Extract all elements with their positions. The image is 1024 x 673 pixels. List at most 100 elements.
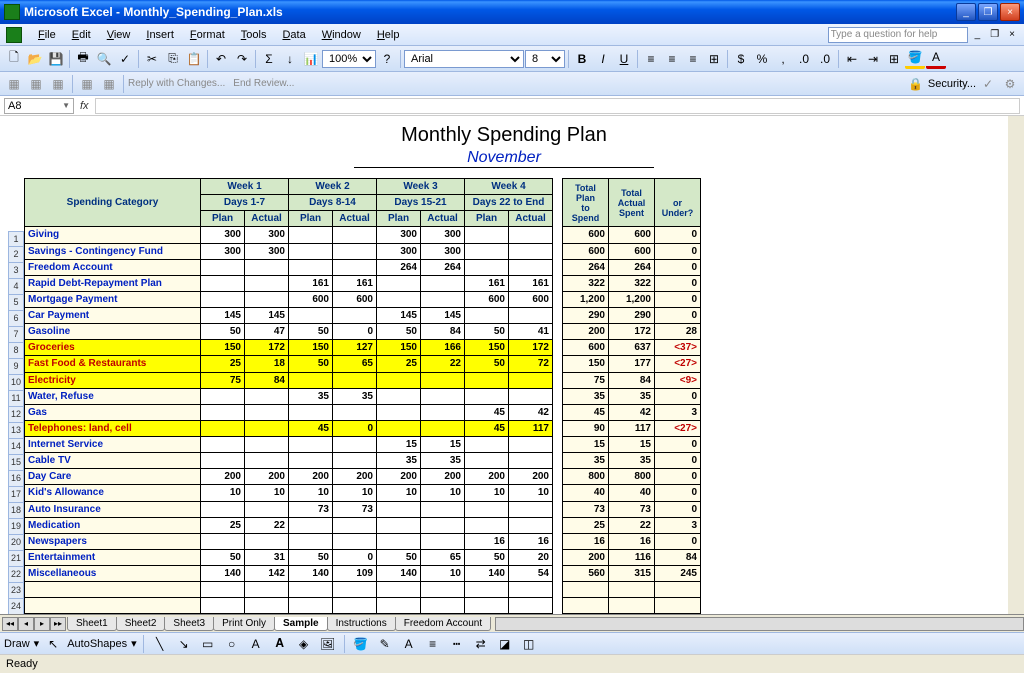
tab-next-button[interactable]: ▸ [34,617,50,631]
menu-insert[interactable]: Insert [138,27,182,43]
print-icon[interactable]: 🖶 [73,49,93,69]
fill-icon[interactable]: 🪣 [351,634,371,654]
row-header[interactable]: 9 [8,359,24,375]
new-icon[interactable]: 🗋 [4,49,24,69]
cut-icon[interactable]: ✂ [142,49,162,69]
draw-menu[interactable]: Draw [4,638,30,650]
paste-icon[interactable]: 📋 [184,49,204,69]
tab-first-button[interactable]: ◂◂ [2,617,18,631]
copy-icon[interactable]: ⎘ [163,49,183,69]
borders-icon[interactable]: ⊞ [884,49,904,69]
row-header[interactable]: 7 [8,327,24,343]
arrow-icon[interactable]: ↘ [174,634,194,654]
underline-button[interactable]: U [614,49,634,69]
italic-button[interactable]: I [593,49,613,69]
menu-edit[interactable]: Edit [64,27,99,43]
select-icon[interactable]: ↖ [43,634,63,654]
merge-icon[interactable]: ⊞ [704,49,724,69]
dec-decimal-icon[interactable]: .0 [815,49,835,69]
comma-icon[interactable]: , [773,49,793,69]
font-color-icon[interactable]: A [399,634,419,654]
row-header[interactable]: 21 [8,551,24,567]
save-icon[interactable]: 💾 [46,49,66,69]
sheet-tab-sheet3[interactable]: Sheet3 [164,617,214,631]
menu-format[interactable]: Format [182,27,233,43]
clipart-icon[interactable]: 🖼 [318,634,338,654]
fx-icon[interactable]: fx [80,100,89,112]
fontsize-select[interactable]: 8 [525,50,565,68]
textbox-icon[interactable]: A [246,634,266,654]
help-search[interactable] [828,27,968,43]
undo-icon[interactable]: ↶ [211,49,231,69]
row-header[interactable]: 17 [8,487,24,503]
row-header[interactable]: 5 [8,295,24,311]
row-header[interactable]: 15 [8,455,24,471]
font-select[interactable]: Arial [404,50,524,68]
tb2-icon[interactable]: ✓ [978,74,998,94]
sort-icon[interactable]: ↓ [280,49,300,69]
row-header[interactable]: 6 [8,311,24,327]
redo-icon[interactable]: ↷ [232,49,252,69]
row-header[interactable]: 24 [8,599,24,614]
doc-minimize-button[interactable]: _ [972,29,984,40]
diagram-icon[interactable]: ◈ [294,634,314,654]
tb2-icon[interactable]: ▦ [99,74,119,94]
zoom-select[interactable]: 100% [322,50,376,68]
tb2-icon[interactable]: ▦ [4,74,24,94]
row-header[interactable]: 10 [8,375,24,391]
row-header[interactable]: 22 [8,567,24,583]
sheet-tab-freedom-account[interactable]: Freedom Account [395,617,491,631]
open-icon[interactable]: 📂 [25,49,45,69]
chart-icon[interactable]: 📊 [301,49,321,69]
sheet-tab-print-only[interactable]: Print Only [213,617,275,631]
maximize-button[interactable]: ❐ [978,3,998,21]
menu-view[interactable]: View [99,27,139,43]
row-header[interactable]: 19 [8,519,24,535]
autoshapes-menu[interactable]: AutoShapes [67,638,127,650]
align-right-icon[interactable]: ≡ [683,49,703,69]
spell-icon[interactable]: ✓ [115,49,135,69]
currency-icon[interactable]: $ [731,49,751,69]
align-left-icon[interactable]: ≡ [641,49,661,69]
indent-icon[interactable]: ⇤ [842,49,862,69]
line-icon[interactable]: ╲ [150,634,170,654]
percent-icon[interactable]: % [752,49,772,69]
sheet-tab-instructions[interactable]: Instructions [327,617,396,631]
horizontal-scrollbar[interactable] [495,617,1024,631]
menu-help[interactable]: Help [369,27,408,43]
menu-tools[interactable]: Tools [233,27,275,43]
menu-file[interactable]: File [30,27,64,43]
formula-bar[interactable] [95,98,1020,114]
minimize-button[interactable]: _ [956,3,976,21]
row-header[interactable]: 23 [8,583,24,599]
tb2-icon[interactable]: ▦ [26,74,46,94]
tb2-icon[interactable]: ▦ [77,74,97,94]
security-label[interactable]: Security... [928,78,976,90]
rect-icon[interactable]: ▭ [198,634,218,654]
help-icon[interactable]: ? [377,49,397,69]
outdent-icon[interactable]: ⇥ [863,49,883,69]
preview-icon[interactable]: 🔍 [94,49,114,69]
row-header[interactable]: 18 [8,503,24,519]
sheet-tab-sheet2[interactable]: Sheet2 [116,617,166,631]
close-button[interactable]: × [1000,3,1020,21]
tab-prev-button[interactable]: ◂ [18,617,34,631]
row-header[interactable]: 14 [8,439,24,455]
row-header[interactable]: 8 [8,343,24,359]
row-header[interactable]: 1 [8,231,24,247]
menu-data[interactable]: Data [274,27,313,43]
dash-icon[interactable]: ┅ [447,634,467,654]
tab-last-button[interactable]: ▸▸ [50,617,66,631]
font-color-icon[interactable]: A [926,49,946,69]
security-icon[interactable]: 🔒 [906,74,926,94]
menu-window[interactable]: Window [314,27,369,43]
sheet-tab-sheet1[interactable]: Sheet1 [67,617,117,631]
spending-table[interactable]: Spending CategoryWeek 1Week 2Week 3Week … [24,178,701,614]
sum-icon[interactable]: Σ [259,49,279,69]
row-header[interactable]: 11 [8,391,24,407]
shadow-icon[interactable]: ◪ [495,634,515,654]
row-header[interactable]: 3 [8,263,24,279]
row-header[interactable]: 16 [8,471,24,487]
tb2-icon[interactable]: ⚙ [1000,74,1020,94]
3d-icon[interactable]: ◫ [519,634,539,654]
